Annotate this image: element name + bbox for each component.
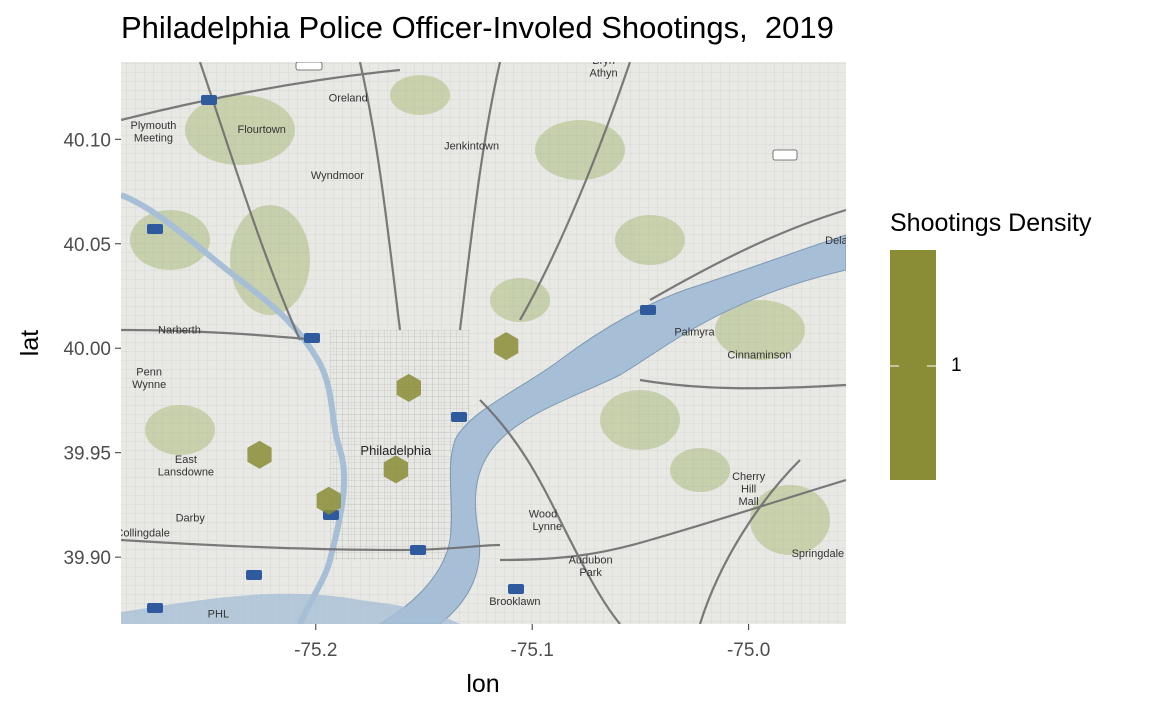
map-place-label: Mall — [739, 496, 759, 508]
density-hexagons — [247, 332, 519, 515]
map-place-label: Brooklawn — [489, 596, 540, 608]
map-place-label: Darby — [176, 513, 206, 525]
y-tick-label: 40.00 — [63, 339, 111, 360]
map-place-label: Penn — [136, 366, 162, 378]
map-place-label: Bryn — [592, 55, 615, 67]
y-axis-title: lat — [16, 330, 44, 356]
map-place-label: Lansdowne — [158, 467, 214, 479]
map-place-label: Collingdale — [115, 527, 169, 539]
map-place-label: Cherry — [732, 471, 766, 483]
map-place-label: Hill — [741, 483, 756, 495]
legend-title: Shootings Density — [890, 209, 1092, 237]
y-tick-label: 39.95 — [63, 444, 111, 465]
map-place-label: Oreland — [329, 93, 368, 105]
map-place-label: Delan — [825, 235, 854, 247]
map-place-label: Audubon — [569, 554, 613, 566]
y-tick-label: 39.90 — [63, 548, 111, 569]
x-axis: -75.2 -75.1 -75.0 — [294, 624, 770, 661]
x-axis-title: lon — [466, 670, 499, 698]
legend-color-swatch — [890, 250, 936, 480]
y-axis: 39.90 39.95 40.00 40.05 40.10 — [63, 130, 121, 569]
map-place-label: Athyn — [590, 68, 618, 80]
density-hexagon — [316, 486, 341, 515]
road-shields — [147, 62, 798, 613]
density-hexagon — [494, 332, 519, 361]
density-hexagon — [383, 455, 408, 484]
map-place-label: Wood — [529, 508, 558, 520]
map-place-label: Palmyra — [674, 327, 715, 339]
x-tick-label: -75.2 — [294, 640, 337, 661]
chart-title: Philadelphia Police Officer-Involed Shoo… — [121, 10, 834, 45]
density-hexagon — [396, 373, 421, 402]
map-place-label: Springdale — [792, 548, 845, 560]
x-tick-label: -75.0 — [727, 640, 770, 661]
map-place-label: Park — [579, 567, 602, 579]
map-place-label: Jenkintown — [444, 141, 499, 153]
map-place-label: Flourtown — [238, 124, 286, 136]
map-place-label: Meeting — [134, 132, 173, 144]
map-place-label: Cinnaminson — [727, 350, 791, 362]
x-tick-label: -75.1 — [511, 640, 554, 661]
map-place-label: East — [175, 454, 197, 466]
map-place-label: Narberth — [158, 325, 201, 337]
map-place-label: Lynne — [533, 521, 563, 533]
map-place-label: Philadelphia — [360, 443, 432, 458]
y-tick-label: 40.05 — [63, 235, 111, 256]
map-place-label: Wynne — [132, 379, 166, 391]
legend-label: 1 — [951, 355, 962, 376]
map-place-label: Plymouth — [131, 120, 177, 132]
map-place-label: Wyndmoor — [311, 170, 364, 182]
y-tick-label: 40.10 — [63, 130, 111, 151]
density-hexagon — [247, 440, 272, 469]
map-place-label: PHL — [208, 609, 229, 621]
